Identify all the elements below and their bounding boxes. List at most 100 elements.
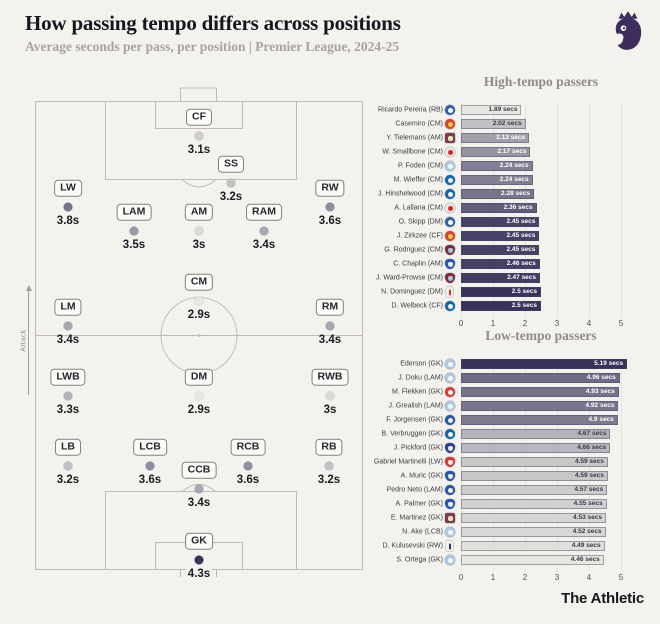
- tempo-bar: 4.52 secs: [461, 527, 606, 537]
- tempo-bar: 2.36 secs: [461, 203, 537, 213]
- bar-value-label: 2.36 secs: [503, 203, 533, 211]
- player-name: N. Dominguez (DM): [381, 288, 443, 296]
- player-name: J. Doku (LAM): [398, 374, 443, 382]
- bar-value-label: 2.24 secs: [499, 161, 529, 169]
- chart-title: High-tempo passers: [483, 74, 599, 89]
- bar-value-label: 4.93 secs: [585, 387, 615, 395]
- position-value: 3.2s: [219, 191, 243, 203]
- leicester-badge-icon: [445, 105, 455, 115]
- player-row: Y. Tielemans (AM) 2.13 secs: [381, 131, 643, 145]
- bar-value-label: 4.59 secs: [574, 471, 604, 479]
- position-value: 3.4s: [318, 334, 342, 346]
- bar-value-label: 4.59 secs: [574, 457, 604, 465]
- tempo-bar: 2.5 secs: [461, 287, 541, 297]
- man-city-badge-icon: [445, 401, 455, 411]
- arsenal-badge-icon: [445, 457, 455, 467]
- position-label: LM: [54, 298, 82, 316]
- chelsea-badge-icon: [445, 415, 455, 425]
- man-utd-badge-icon: [445, 231, 455, 241]
- x-axis-tick: 1: [490, 573, 496, 582]
- position-value: 3.6s: [236, 474, 260, 486]
- brighton-badge-icon: [445, 175, 455, 185]
- bar-value-label: 2.46 secs: [506, 259, 536, 267]
- player-row: J. Hinshelwood (CM) 2.28 secs: [378, 187, 643, 201]
- tempo-bar: 5.19 secs: [461, 359, 628, 369]
- player-row: F. Jorgensen (GK) 4.9 secs: [381, 413, 643, 427]
- player-name: W. Smallbone (CM): [382, 148, 443, 156]
- x-axis-tick: 0: [458, 319, 464, 328]
- position-label: RB: [315, 438, 343, 456]
- player-name: Pedro Neto (LAM): [386, 486, 443, 494]
- position-label: RAM: [246, 203, 282, 221]
- player-name: P. Foden (CM): [398, 162, 443, 170]
- position-value: 3.4s: [56, 334, 80, 346]
- position-label: LWB: [50, 368, 86, 386]
- x-axis-tick: 4: [586, 319, 592, 328]
- position-dot: [243, 461, 253, 471]
- position-dot: [129, 226, 139, 236]
- position-label: CF: [186, 108, 212, 126]
- bar-value-label: 4.9 secs: [588, 415, 614, 423]
- pitch-position-markers: CF 3.1s SS 3.2s LW 3.8s RW 3.6s LAM 3.5s AM 3s RAM 3.…: [35, 94, 363, 580]
- bar-value-label: 2.02 secs: [492, 119, 522, 127]
- x-axis-tick: 0: [458, 573, 464, 582]
- x-axis-tick: 3: [554, 319, 560, 328]
- tempo-bar: 2.24 secs: [461, 175, 533, 185]
- position-label: RW: [315, 179, 345, 197]
- position-value: 2.9s: [187, 404, 211, 416]
- player-row: J. Doku (LAM) 4.96 secs: [381, 371, 643, 385]
- bar-value-label: 2.45 secs: [506, 231, 536, 239]
- player-name: Casemiro (CM): [395, 120, 443, 128]
- southampton-badge-icon: [445, 147, 455, 157]
- man-city-badge-icon: [445, 373, 455, 383]
- bottom-goal: [180, 570, 217, 577]
- player-row: A. Palmer (GK) 4.55 secs: [381, 497, 643, 511]
- bar-value-label: 2.5 secs: [511, 287, 537, 295]
- ipswich-badge-icon: [445, 499, 455, 509]
- position-value: 3.2s: [317, 474, 341, 486]
- x-axis: 0 1 2 3 4 5: [381, 573, 643, 583]
- position-value: 3.3s: [56, 404, 80, 416]
- position-value: 3.4s: [187, 497, 211, 509]
- bar-value-label: 4.49 secs: [571, 541, 601, 549]
- player-name: J. Hinshelwood (CM): [378, 190, 443, 198]
- position-value: 4.3s: [185, 568, 213, 580]
- position-label: GK: [185, 532, 213, 550]
- player-row: J. Pickford (GK) 4.66 secs: [381, 441, 643, 455]
- position-label: LW: [54, 179, 82, 197]
- brighton-badge-icon: [445, 429, 455, 439]
- position-dot: [325, 202, 335, 212]
- player-name: D. Kulusevski (RW): [382, 542, 443, 550]
- tempo-bar: 2.13 secs: [461, 133, 530, 143]
- bar-value-label: 2.45 secs: [506, 245, 536, 253]
- position-dot: [63, 391, 73, 401]
- player-row: M. Wieffer (CM) 2.24 secs: [381, 173, 643, 187]
- position-dot: [194, 131, 204, 141]
- position-label: CM: [184, 273, 214, 291]
- player-name: Ederson (GK): [400, 360, 443, 368]
- position-value: 3s: [192, 239, 206, 251]
- player-row: J. Ward-Prowse (CM) 2.47 secs: [376, 271, 643, 285]
- position-value: 3s: [323, 404, 337, 416]
- player-row: A. Lallana (CM) 2.36 secs: [381, 201, 643, 215]
- position-value: 3.6s: [318, 215, 342, 227]
- player-row: C. Chaplin (AM) 2.46 secs: [381, 257, 643, 271]
- position-dot: [194, 296, 204, 306]
- tempo-bar: 4.67 secs: [461, 429, 611, 439]
- position-value: 3.8s: [56, 215, 80, 227]
- player-name: E. Martinez (GK): [390, 514, 443, 522]
- man-utd-badge-icon: [445, 119, 455, 129]
- premier-league-lion-icon: [615, 11, 642, 50]
- tempo-bar: 4.59 secs: [461, 471, 608, 481]
- position-dot: [325, 391, 335, 401]
- player-row: G. Rodriguez (CM) 2.45 secs: [381, 243, 643, 257]
- position-label: LB: [55, 438, 81, 456]
- attack-label: Attack: [20, 329, 28, 352]
- position-value: 3.1s: [187, 144, 211, 156]
- player-name: J. Ward-Prowse (CM): [375, 274, 443, 282]
- chelsea-badge-icon: [445, 485, 455, 495]
- player-name: N. Ake (LCB): [402, 528, 443, 536]
- position-dot: [145, 461, 155, 471]
- position-label: DM: [184, 368, 214, 386]
- player-row: M. Flekken (GK) 4.93 secs: [381, 385, 643, 399]
